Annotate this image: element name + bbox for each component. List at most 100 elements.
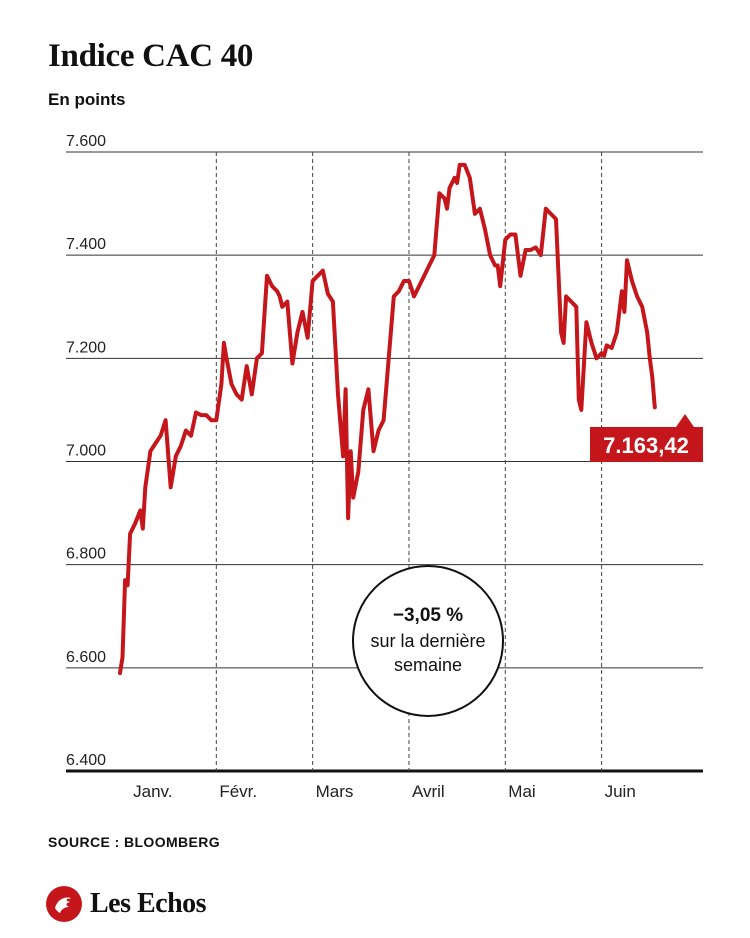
data-point xyxy=(554,217,558,221)
data-point xyxy=(346,516,350,520)
data-point xyxy=(159,434,163,438)
data-point xyxy=(230,382,233,386)
data-point xyxy=(245,364,249,368)
rooster-icon xyxy=(55,897,71,913)
data-point xyxy=(270,284,274,288)
les-echos-rooster-logo xyxy=(46,886,82,922)
data-point xyxy=(478,207,482,211)
x-axis-ticks: Janv. Févr. Mars Avril Mai Juin xyxy=(133,782,636,801)
weekly-change-annotation: −3,05 % sur la dernière semaine xyxy=(352,565,504,717)
data-point xyxy=(622,310,626,314)
data-point xyxy=(306,336,310,340)
data-point xyxy=(549,212,553,216)
data-point xyxy=(448,186,451,190)
data-point xyxy=(214,418,218,422)
data-point xyxy=(605,343,609,347)
x-tick-label: Févr. xyxy=(219,782,257,801)
cac40-line-chart: 6.400 6.600 6.800 7.000 7.200 7.400 7.600 Janv… xyxy=(66,133,703,801)
data-point xyxy=(118,671,122,675)
data-point xyxy=(336,392,340,396)
chart-subtitle: En points xyxy=(48,90,126,109)
data-point xyxy=(600,351,604,355)
data-point xyxy=(498,284,502,288)
series-layer xyxy=(118,162,657,675)
data-point xyxy=(194,411,198,414)
data-point xyxy=(321,269,325,273)
data-point xyxy=(458,163,462,167)
data-point xyxy=(579,408,583,412)
data-point xyxy=(361,408,365,412)
data-point xyxy=(443,196,446,200)
data-point xyxy=(240,398,244,402)
data-point xyxy=(584,320,588,324)
data-point xyxy=(356,470,360,474)
y-tick-label: 6.400 xyxy=(66,752,106,769)
data-point xyxy=(503,238,507,242)
data-point xyxy=(351,496,355,500)
data-point xyxy=(260,351,264,355)
data-point xyxy=(265,274,269,278)
data-point xyxy=(427,264,431,267)
annotation-circle xyxy=(352,565,504,717)
data-point xyxy=(235,392,239,396)
data-point xyxy=(564,294,568,298)
data-point xyxy=(128,532,132,536)
data-point xyxy=(285,300,289,304)
data-point xyxy=(534,245,538,249)
x-tick-label: Janv. xyxy=(133,782,172,801)
data-point xyxy=(422,274,426,278)
data-point xyxy=(392,294,396,298)
data-point xyxy=(569,300,573,304)
data-point xyxy=(625,258,629,262)
data-point xyxy=(529,248,533,252)
data-point xyxy=(455,181,459,185)
y-tick-label: 7.000 xyxy=(66,443,106,460)
data-point xyxy=(513,233,517,236)
brand-name: Les Echos xyxy=(90,888,207,919)
last-value-label: 7.163,42 xyxy=(590,414,703,462)
y-tick-label: 6.800 xyxy=(66,546,106,563)
data-point xyxy=(407,279,411,283)
data-point xyxy=(468,176,472,180)
data-point xyxy=(610,346,614,350)
data-point xyxy=(275,289,279,293)
data-point xyxy=(417,284,421,288)
data-point xyxy=(366,387,370,391)
data-point xyxy=(630,279,634,283)
data-point xyxy=(524,248,528,252)
annotation-text-line-3: semaine xyxy=(394,655,462,675)
data-point xyxy=(397,289,401,293)
data-point xyxy=(123,578,127,582)
data-point xyxy=(402,279,406,283)
data-point xyxy=(121,656,124,659)
data-point xyxy=(412,294,416,298)
last-value-label-bg xyxy=(590,414,703,462)
data-point xyxy=(341,454,345,458)
data-point xyxy=(372,449,375,453)
data-point xyxy=(595,356,598,360)
data-point xyxy=(326,292,330,296)
data-point xyxy=(473,212,477,216)
data-point xyxy=(559,331,563,334)
data-point xyxy=(280,305,284,309)
data-point xyxy=(311,279,315,283)
data-point xyxy=(154,441,157,445)
data-point xyxy=(432,253,436,257)
data-point xyxy=(199,413,203,417)
data-point xyxy=(620,289,624,293)
data-point xyxy=(463,163,467,167)
data-point xyxy=(544,207,548,211)
data-point xyxy=(445,207,449,211)
data-point xyxy=(453,176,457,180)
data-point xyxy=(645,331,649,334)
data-point xyxy=(577,398,581,402)
annotation-text-line-2: sur la dernière xyxy=(370,631,485,651)
data-point xyxy=(219,382,223,386)
x-tick-label: Mars xyxy=(316,782,354,801)
brand-footer: Les Echos xyxy=(46,886,207,922)
data-point xyxy=(184,429,188,432)
x-tick-label: Mai xyxy=(508,782,535,801)
data-point xyxy=(653,405,657,409)
data-point xyxy=(562,341,566,345)
data-point xyxy=(602,354,606,358)
